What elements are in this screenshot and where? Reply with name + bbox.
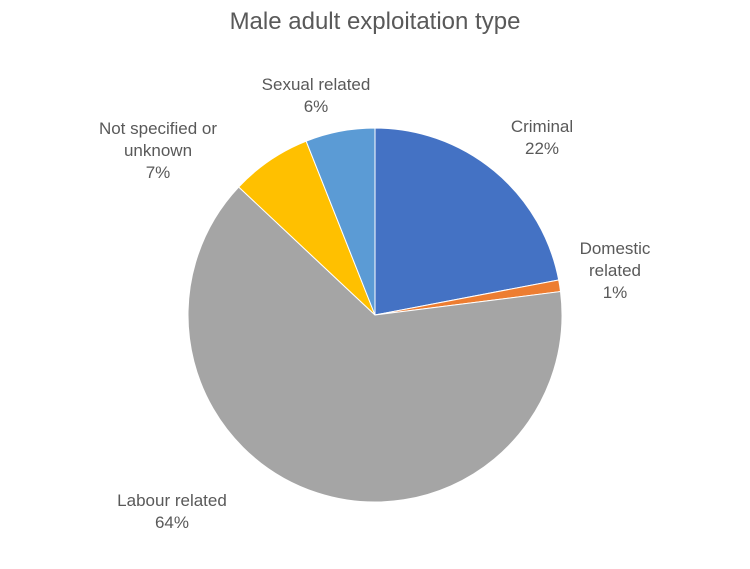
chart-title: Male adult exploitation type xyxy=(229,8,521,35)
slice-label-sexual-related: Sexual related 6% xyxy=(262,74,371,118)
slice-pct-domestic-related: 1% xyxy=(602,283,628,302)
slice-label-domestic-related: Domestic related 1% xyxy=(565,238,665,304)
slice-name-sexual-related: Sexual related xyxy=(261,75,371,94)
pie-slice-labour-related xyxy=(187,186,563,503)
slice-name-not-specified: Not specified or unknown xyxy=(98,119,218,160)
slice-label-not-specified: Not specified or unknown 7% xyxy=(83,118,233,184)
slice-label-criminal: Criminal 22% xyxy=(511,116,573,160)
slice-pct-labour-related: 64% xyxy=(154,513,190,532)
slice-pct-criminal: 22% xyxy=(524,139,560,158)
slice-name-domestic-related: Domestic related xyxy=(579,239,651,280)
pie-slice-criminal xyxy=(374,127,560,316)
slice-name-criminal: Criminal xyxy=(510,117,574,136)
slice-pct-not-specified: 7% xyxy=(145,163,171,182)
slice-name-labour-related: Labour related xyxy=(117,491,227,510)
slice-pct-sexual-related: 6% xyxy=(303,97,329,116)
pie-slice-sexual-related xyxy=(305,127,376,316)
slice-label-labour-related: Labour related 64% xyxy=(117,490,227,534)
